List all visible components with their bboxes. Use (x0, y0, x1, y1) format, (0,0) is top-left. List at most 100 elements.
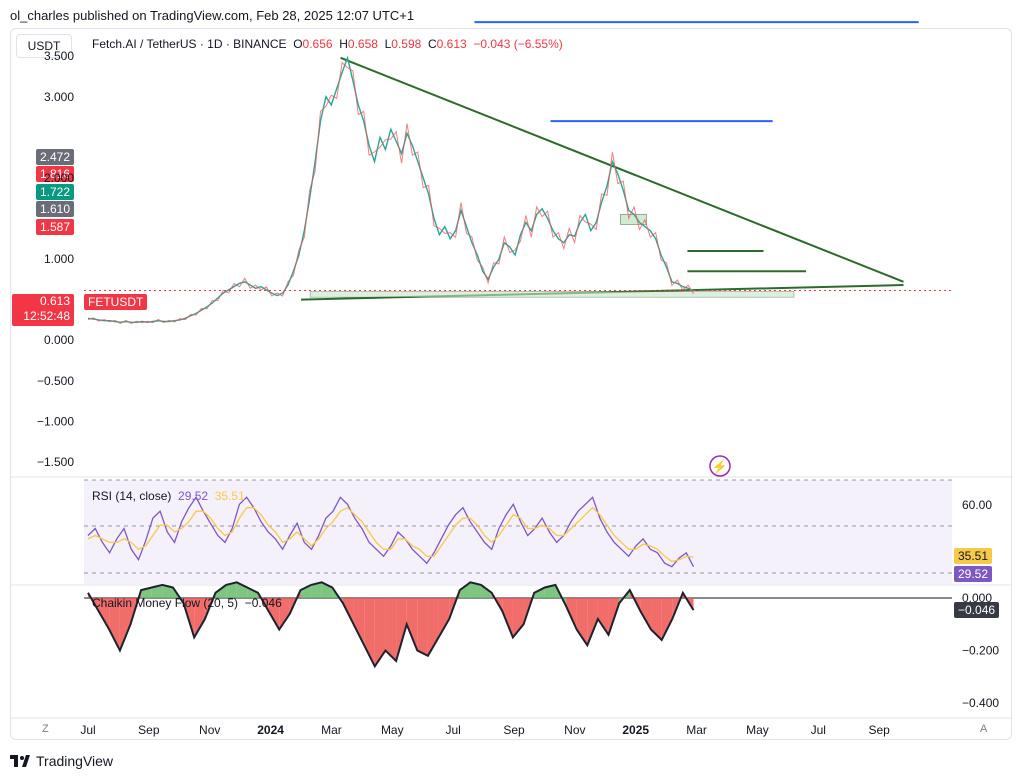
legend-symbol[interactable]: Fetch.AI / TetherUS · 1D · BINANCE (92, 37, 287, 51)
trendline (340, 56, 904, 283)
price-axis: 3.500 3.000 2.000 1.000 0.000 −0.500 −1.000 −1.… (37, 49, 74, 469)
cmf-positive-area (300, 584, 312, 598)
cmf-positive-area (470, 582, 482, 598)
cmf-negative-area (651, 598, 662, 640)
cmf-positive-area (236, 582, 248, 598)
cmf-negative-area (98, 598, 110, 630)
rsi-legend-ma-value: 35.51 (214, 489, 245, 503)
legend-open-label: O (293, 37, 303, 51)
rsi-band (84, 480, 952, 584)
cmf-negative-area (502, 598, 513, 638)
cmf-negative-area (396, 598, 407, 661)
cmf-tick-label: −0.400 (962, 696, 999, 710)
rsi-line (87, 496, 695, 568)
cmf-positive-area (544, 584, 556, 598)
cmf-positive-area (311, 582, 322, 598)
price-label-1610: 1.610 (36, 201, 75, 217)
resistance-box (620, 214, 647, 225)
rsi-legend: RSI (14, close) 29.52 35.51 (92, 489, 245, 503)
time-tick-label: Sep (868, 723, 890, 737)
legend-high-value: 0.658 (347, 37, 378, 51)
cmf-negative-area (109, 598, 120, 651)
time-tick-label: 2024 (257, 723, 284, 737)
cmf-negative-area (438, 598, 450, 638)
time-tick-label: May (746, 723, 769, 737)
cmf-negative-area (597, 598, 609, 635)
price-tick-label: −1.500 (37, 455, 74, 469)
cmf-positive-area (247, 587, 258, 598)
price-label-1587: 1.587 (36, 219, 75, 235)
currency-button[interactable]: USDT (16, 34, 72, 58)
time-tick-label: Jul (445, 723, 460, 737)
time-tick-label: Jul (80, 723, 95, 737)
legend-low-label: L (384, 37, 392, 51)
cmf-negative-area (268, 598, 280, 630)
price-tick-label: −1.000 (37, 414, 74, 428)
time-tick-label: 2025 (622, 723, 649, 737)
time-tick-label: Nov (199, 723, 220, 737)
symbol-legend: Fetch.AI / TetherUS · 1D · BINANCE O0.65… (92, 37, 563, 51)
cmf-negative-area (406, 598, 418, 651)
cmf-negative-area (194, 598, 205, 638)
time-tick-label: Sep (138, 723, 160, 737)
symbol-badge: FETUSDT (84, 294, 148, 310)
rsi-tick-label: 60.00 (962, 498, 992, 512)
cmf-badge: −0.046 (954, 602, 1000, 618)
legend-open-value: 0.656 (302, 37, 333, 51)
cmf-positive-area (226, 582, 237, 598)
tradingview-logo-icon (10, 755, 30, 767)
cmf-negative-area (661, 598, 673, 640)
cmf-tick-label: −0.200 (962, 644, 999, 658)
cmf-negative-area (385, 598, 397, 661)
log-toggle-button[interactable]: Z (42, 723, 49, 735)
price-series-shadow (87, 61, 694, 324)
price-label-1722: 1.722 (36, 184, 75, 200)
price-tick-label: 3.500 (44, 49, 74, 63)
cmf-negative-area (119, 598, 131, 651)
rsi-ma-line (87, 506, 694, 563)
rsi-axis: 60.00 (962, 498, 992, 512)
legend-change: −0.043 (−6.55%) (473, 37, 563, 51)
cmf-legend: Chaikin Money Flow (20, 5) −0.046 (92, 596, 282, 610)
published-caption: ol_charles published on TradingView.com,… (10, 8, 415, 23)
rsi-legend-value: 29.52 (178, 489, 209, 503)
cmf-positive-area (215, 584, 227, 598)
cmf-negative-area (640, 598, 652, 630)
rsi-badge: 29.52 (954, 566, 993, 582)
auto-scale-button[interactable]: A (980, 723, 988, 735)
support-zone (309, 291, 795, 298)
price-tick-label: −0.500 (37, 374, 74, 388)
price-tick-label: 0.000 (44, 333, 74, 347)
last-price-value: 0.613 (39, 294, 70, 308)
cmf-negative-area (587, 598, 598, 646)
price-tick-label: 3.000 (44, 90, 74, 104)
cmf-legend-label: Chaikin Money Flow (20, 5) (92, 596, 239, 610)
cmf-line (87, 581, 695, 669)
cmf-negative-area (374, 598, 386, 667)
cmf-negative-area (417, 598, 428, 656)
cmf-negative-area (279, 598, 290, 630)
chart-frame (10, 28, 1012, 740)
legend-low-value: 0.598 (391, 37, 422, 51)
legend-close-label: C (428, 37, 437, 51)
cmf-positive-area (481, 584, 492, 598)
last-price-badge: 0.613 12:52:48 (12, 294, 74, 326)
time-tick-label: Mar (321, 723, 342, 737)
lightning-icon[interactable] (709, 455, 731, 477)
cmf-positive-area (321, 582, 333, 598)
cmf-negative-area (512, 598, 524, 638)
time-tick-label: May (381, 723, 404, 737)
time-axis: Jul Sep Nov 2024 Mar May Jul Sep Nov 2025 Mar May Ju… (80, 723, 890, 737)
time-tick-label: Mar (686, 723, 707, 737)
lightning-glyph: ⚡ (712, 459, 728, 475)
time-tick-label: Sep (503, 723, 525, 737)
tradingview-logo: TradingView (10, 753, 113, 769)
last-price-countdown: 12:52:48 (23, 309, 70, 323)
cmf-tick-label: 0.000 (962, 591, 992, 605)
cmf-negative-area (353, 598, 365, 646)
cmf-positive-area (151, 584, 163, 598)
rsi-ma-badge: 35.51 (954, 548, 993, 564)
legend-high-label: H (339, 37, 348, 51)
drawings-layer (300, 21, 919, 301)
